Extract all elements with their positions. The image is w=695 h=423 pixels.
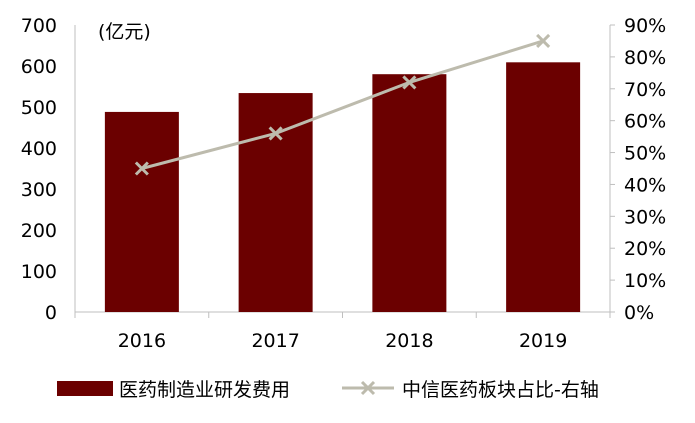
- unit-label: (亿元): [98, 21, 151, 43]
- line-point: [268, 126, 283, 141]
- right-axis: 0% 10% 20% 30% 40% 50% 60% 70% 80% 90%: [610, 15, 666, 324]
- bar-series: [104, 62, 581, 313]
- right-tick-label: 70%: [624, 79, 666, 101]
- line-series: [134, 33, 551, 176]
- line-point: [134, 161, 149, 176]
- left-axis: 0 100 200 300 400 500 600 700: [21, 15, 57, 324]
- bar: [238, 93, 313, 312]
- right-tick-label: 20%: [624, 238, 666, 260]
- left-tick-label: 500: [21, 97, 57, 119]
- x-tick-label: 2016: [118, 330, 166, 352]
- legend-bar-label: 医药制造业研发费用: [119, 379, 290, 401]
- left-tick-label: 700: [21, 15, 57, 37]
- legend-line-marker: [360, 380, 376, 396]
- right-tick-label: 80%: [624, 47, 666, 69]
- legend-line-label: 中信医药板块占比-右轴: [402, 379, 599, 401]
- x-tick-label: 2019: [519, 330, 567, 352]
- line-point: [536, 33, 551, 49]
- legend: 医药制造业研发费用 中信医药板块占比-右轴: [57, 379, 599, 401]
- right-tick-label: 40%: [624, 174, 666, 196]
- left-tick-label: 100: [21, 261, 57, 283]
- legend-bar-swatch: [57, 381, 113, 396]
- right-tick-label: 10%: [624, 270, 666, 292]
- left-tick-label: 300: [21, 179, 57, 201]
- bar: [506, 62, 581, 313]
- left-tick-label: 0: [45, 302, 57, 324]
- x-tick-label: 2017: [251, 330, 299, 352]
- x-tick-label: 2018: [385, 330, 433, 352]
- bar: [372, 74, 447, 312]
- right-tick-label: 60%: [624, 111, 666, 133]
- right-tick-label: 0%: [624, 302, 654, 324]
- left-tick-label: 200: [21, 220, 57, 242]
- bar: [104, 111, 179, 312]
- series-line: [141, 39, 544, 170]
- left-tick-label: 600: [21, 56, 57, 78]
- right-tick-label: 90%: [624, 15, 666, 37]
- x-axis: 2016 2017 2018 2019: [74, 312, 611, 352]
- right-tick-label: 50%: [624, 143, 666, 165]
- left-tick-label: 400: [21, 138, 57, 160]
- right-tick-label: 30%: [624, 206, 666, 228]
- line-point: [402, 75, 417, 90]
